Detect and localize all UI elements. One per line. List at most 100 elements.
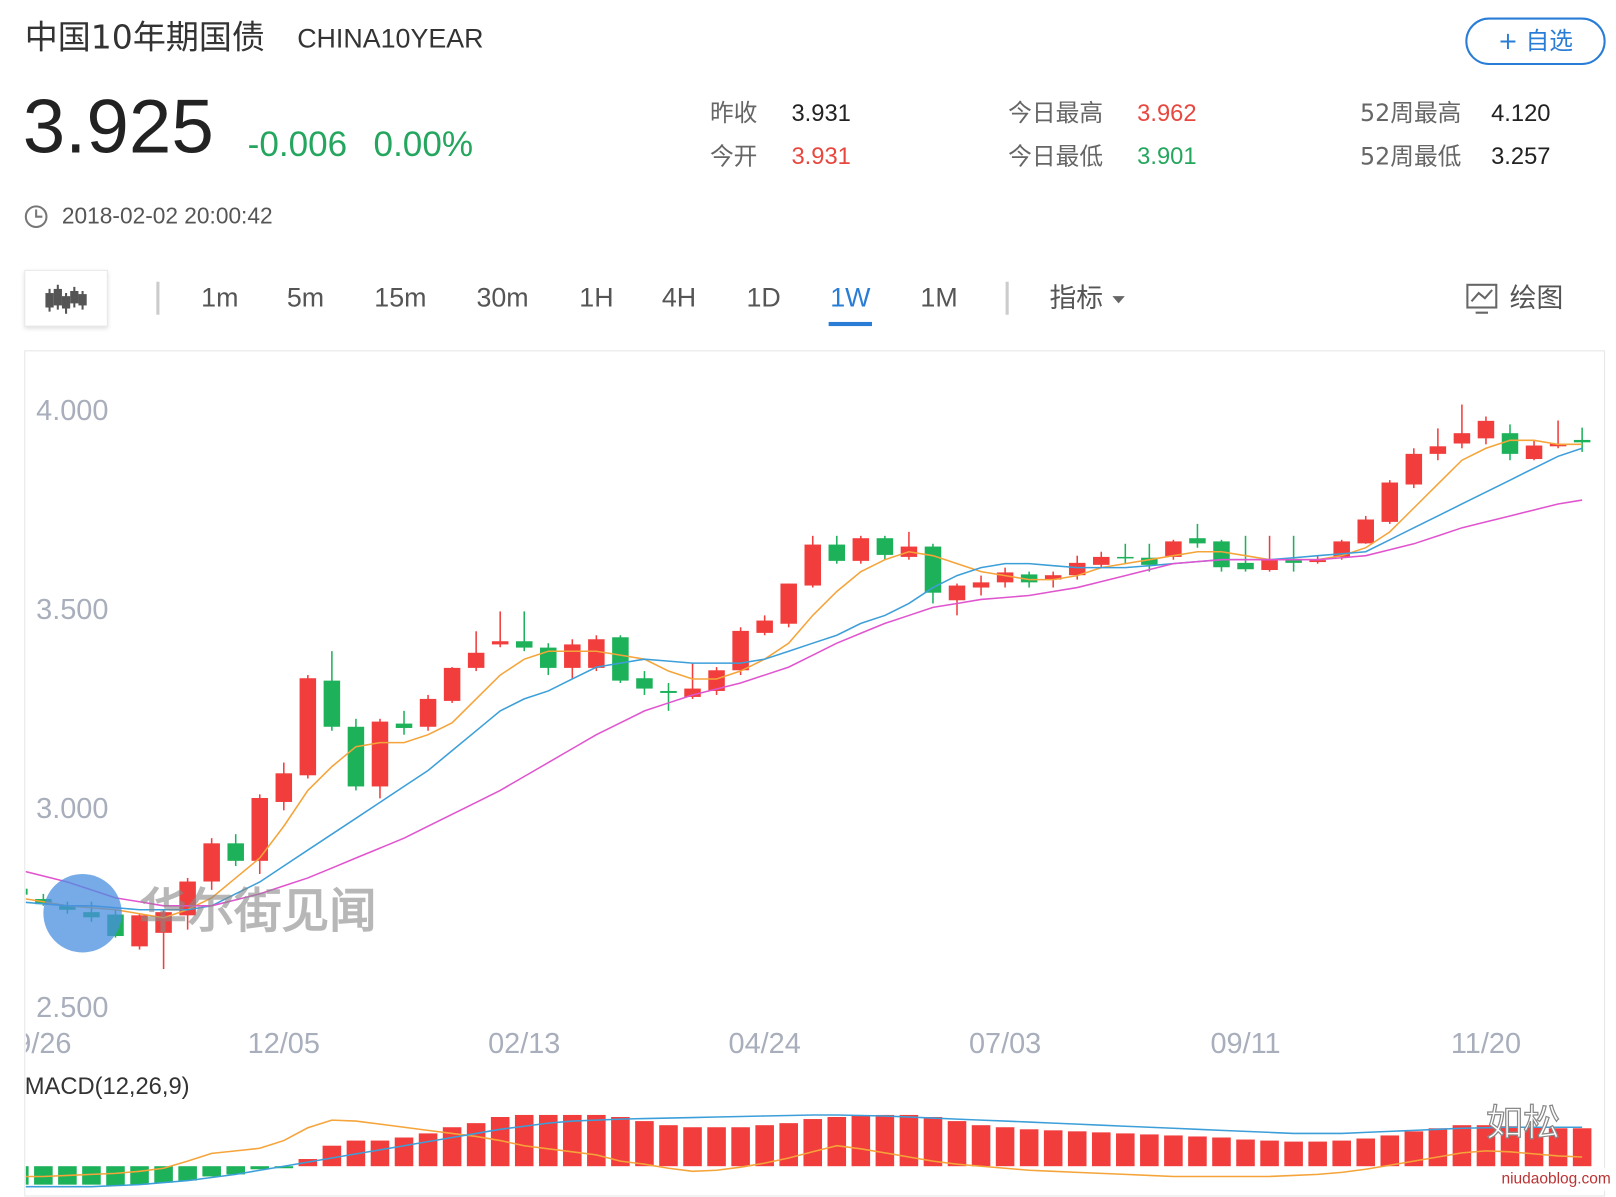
macd-bar: [1308, 1141, 1327, 1167]
candle-body: [924, 546, 942, 593]
interval-tab[interactable]: 15m: [374, 282, 426, 312]
macd-bar: [1067, 1131, 1087, 1167]
price: 3.925: [23, 84, 214, 169]
stat-label: 52周最高: [1360, 99, 1461, 127]
macd-bar: [394, 1137, 414, 1167]
macd-bar: [1164, 1135, 1183, 1167]
candle-body: [1525, 445, 1543, 460]
candle-body: [299, 678, 317, 776]
macd-bar: [418, 1133, 438, 1167]
stat-label: 今日最高: [1008, 99, 1103, 127]
macd-bar: [1380, 1135, 1400, 1167]
candle-body: [1068, 562, 1086, 576]
candle-body: [203, 843, 220, 882]
watermark-logo: [43, 874, 122, 953]
candle-body: [1261, 559, 1278, 571]
candle-body: [347, 726, 365, 787]
candle-body: [1381, 482, 1399, 522]
macd-bar: [1212, 1137, 1231, 1167]
candle-body: [1453, 433, 1471, 444]
watch-button-label[interactable]: + 自选: [1498, 27, 1573, 55]
interval-tab[interactable]: 5m: [287, 282, 324, 312]
macd-bar: [755, 1125, 774, 1167]
stat-label: 今开: [710, 142, 757, 170]
interval-tab[interactable]: 1m: [201, 282, 238, 312]
x-tick-label: 9/26: [15, 1028, 71, 1060]
macd-bar: [563, 1114, 582, 1167]
interval-tab[interactable]: 1D: [746, 282, 780, 312]
macd-bar: [1116, 1133, 1135, 1167]
candle-body: [732, 630, 749, 671]
candle-body: [876, 538, 894, 555]
candle-body: [588, 639, 605, 668]
interval-tab[interactable]: 1M: [920, 282, 957, 312]
candle-body: [371, 721, 389, 787]
chart-frame: [24, 350, 1606, 1197]
interval-tab[interactable]: 1H: [579, 282, 613, 312]
candle-body: [275, 773, 293, 802]
macd-bar: [995, 1127, 1015, 1167]
interval-tab[interactable]: 1W: [830, 282, 871, 312]
candle-body: [1357, 519, 1374, 544]
candle-body: [660, 690, 677, 693]
candle-body: [1237, 562, 1254, 570]
macd-bar: [827, 1116, 847, 1167]
candle-body: [1429, 446, 1447, 454]
macd-bar: [1356, 1138, 1376, 1167]
draw-icon[interactable]: [1466, 283, 1498, 314]
candle-body: [684, 688, 701, 697]
candle-body: [564, 644, 581, 668]
macd-bar: [971, 1125, 991, 1167]
macd-bar: [683, 1127, 702, 1167]
moving-average: [25, 499, 1583, 907]
indicator-menu[interactable]: 指标: [1049, 283, 1103, 314]
macd-bar: [803, 1119, 823, 1167]
macd-bar: [1140, 1134, 1159, 1167]
dropdown-arrow[interactable]: [1112, 296, 1125, 304]
macd-bar: [1236, 1139, 1255, 1167]
watermark-text: 华尔街见闻: [139, 883, 376, 939]
interval-tab[interactable]: 30m: [476, 282, 528, 312]
stat-value: 4.120: [1491, 101, 1550, 127]
candle-body: [251, 797, 269, 861]
candle-body: [612, 637, 629, 681]
candle-body: [948, 585, 966, 601]
macd-line: [25, 1119, 1583, 1178]
stat-value: 3.901: [1137, 144, 1196, 170]
y-tick-label: 2.500: [36, 992, 108, 1024]
x-tick-label: 12/05: [248, 1028, 320, 1060]
candle-body: [852, 538, 870, 561]
candle-body: [1285, 558, 1302, 563]
candle-body: [1141, 557, 1158, 565]
stat-value: 3.931: [791, 144, 850, 170]
macd-bar: [1404, 1131, 1424, 1167]
candle-body: [1405, 453, 1423, 485]
candle-body: [131, 915, 148, 947]
x-tick-label: 04/24: [729, 1028, 801, 1060]
draw-button[interactable]: 绘图: [1510, 283, 1564, 314]
macd-bar: [1284, 1141, 1303, 1167]
interval-tab[interactable]: 4H: [662, 282, 696, 312]
change-percent: 0.00%: [374, 125, 473, 164]
watch-button[interactable]: [1465, 17, 1606, 66]
macd-bar: [1500, 1126, 1520, 1167]
macd-bar: [1572, 1128, 1592, 1167]
stat-value: 3.931: [791, 101, 850, 127]
watermark-text: 如松: [1486, 1101, 1560, 1144]
macd-bar: [538, 1114, 558, 1167]
candle-body: [467, 652, 485, 668]
candle-body: [996, 572, 1014, 583]
macd-bar: [1043, 1130, 1063, 1167]
macd-bar: [611, 1116, 630, 1167]
macd-bar: [707, 1127, 726, 1167]
macd-bar: [370, 1140, 390, 1167]
x-tick-label: 11/20: [1451, 1028, 1521, 1060]
candle-body: [780, 583, 797, 624]
candle-icon[interactable]: [45, 284, 87, 314]
y-tick-label: 3.000: [36, 793, 108, 825]
macd-bar: [923, 1116, 943, 1167]
watermark-text: niudaoblog.com: [1502, 1171, 1611, 1188]
macd-bar: [635, 1121, 654, 1167]
candle-body: [395, 723, 413, 728]
